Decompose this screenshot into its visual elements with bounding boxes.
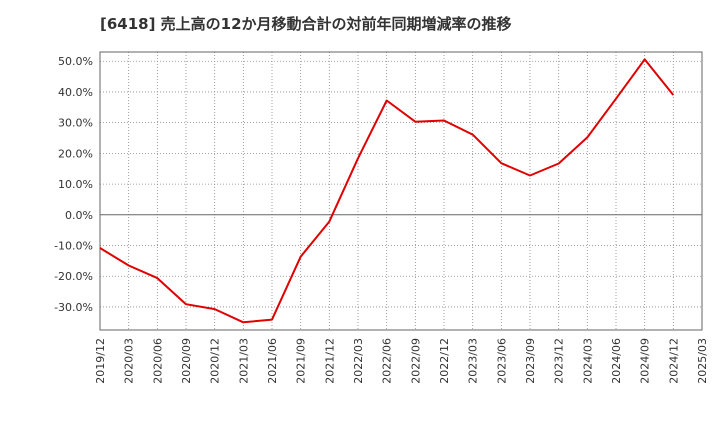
axes	[99, 51, 703, 331]
y-tick-label: 50.0%	[58, 55, 93, 68]
x-tick-label: 2025/03	[696, 338, 709, 384]
x-tick-label: 2024/06	[610, 338, 623, 384]
y-tick-label: 40.0%	[58, 86, 93, 99]
x-tick-label: 2020/03	[123, 338, 136, 384]
x-tick-label: 2019/12	[94, 338, 107, 384]
x-tick-label: 2024/03	[581, 338, 594, 384]
x-tick-label: 2020/06	[151, 338, 164, 384]
series-line	[99, 58, 675, 324]
series	[99, 58, 675, 324]
x-tick-label: 2022/06	[381, 338, 394, 384]
x-tick-label: 2022/03	[352, 338, 365, 384]
y-tick-label: 0.0%	[65, 209, 93, 222]
x-tick-label: 2020/09	[180, 338, 193, 384]
y-tick-label: 10.0%	[58, 178, 93, 191]
x-tick-label: 2020/12	[209, 338, 222, 384]
x-tick-label: 2024/12	[667, 338, 680, 384]
x-tick-label: 2021/12	[323, 338, 336, 384]
x-tick-label: 2023/06	[495, 338, 508, 384]
x-tick-label: 2023/09	[524, 338, 537, 384]
x-tick-label: 2022/12	[438, 338, 451, 384]
x-tick-label: 2021/09	[295, 338, 308, 384]
chart-title: [6418] 売上高の12か月移動合計の対前年同期増減率の推移	[100, 15, 512, 33]
y-tick-label: -10.0%	[54, 240, 93, 253]
x-tick-label: 2022/09	[409, 338, 422, 384]
x-axis-ticks: 2019/12 2020/03 2020/06 2020/09 2020/12 2021/…	[94, 338, 709, 384]
y-tick-label: 20.0%	[58, 147, 93, 160]
grid	[100, 52, 702, 330]
x-tick-label: 2021/06	[266, 338, 279, 384]
y-axis-ticks: 50.0% 40.0% 30.0% 20.0% 10.0% 0.0% -10.0% -20.0…	[54, 55, 93, 314]
y-tick-label: 30.0%	[58, 117, 93, 130]
y-tick-label: -30.0%	[54, 301, 93, 314]
y-tick-label: -20.0%	[54, 270, 93, 283]
x-tick-label: 2023/12	[553, 338, 566, 384]
x-tick-label: 2021/03	[237, 338, 250, 384]
x-tick-label: 2023/03	[467, 338, 480, 384]
plot-border	[99, 51, 703, 331]
x-tick-label: 2024/09	[639, 338, 652, 384]
